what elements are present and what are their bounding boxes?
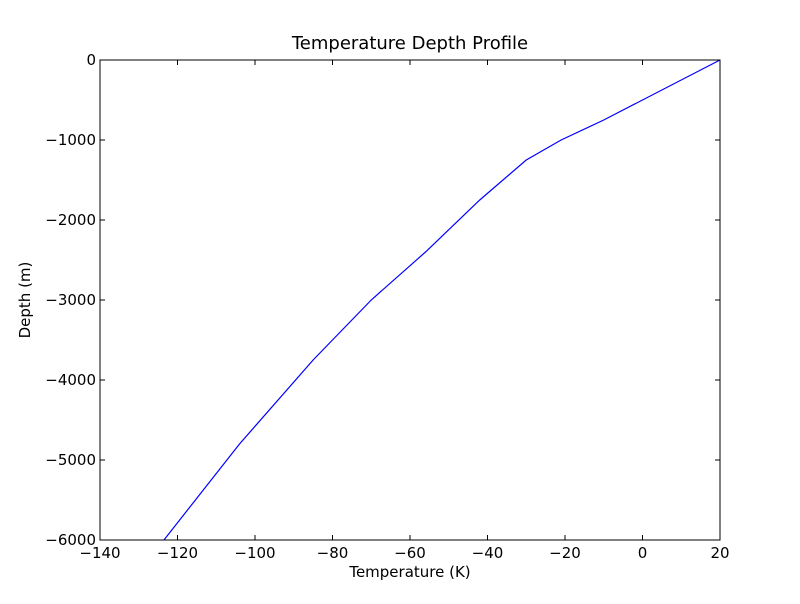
tick-layer: −140 −120 −100 −80 −60 −40 −20 0 20 0 −1000 −2000 −3… [45,51,729,562]
x-tick-label: 20 [710,544,729,562]
y-tick-label: −5000 [45,451,96,469]
x-tick-label: −120 [157,544,198,562]
x-axis-label: Temperature (K) [348,563,470,581]
y-tick-label: −6000 [45,531,96,549]
x-tick-label: −140 [79,544,120,562]
y-tick-label: −3000 [45,291,96,309]
x-tick-label: −40 [472,544,504,562]
x-tick-label: −20 [549,544,581,562]
x-tick-label: 0 [638,544,648,562]
x-tick-label: −60 [394,544,426,562]
x-tick-label: −80 [317,544,349,562]
y-tick-label: −4000 [45,371,96,389]
y-tick-label: 0 [86,51,96,69]
y-tick-label: −2000 [45,211,96,229]
x-tick-label: −100 [234,544,275,562]
series-layer [163,59,721,541]
y-tick-label: −1000 [45,131,96,149]
plot-area [100,60,720,540]
series-line-0 [163,59,721,541]
y-axis-label: Depth (m) [16,262,34,339]
chart-title: Temperature Depth Profile [291,33,528,54]
